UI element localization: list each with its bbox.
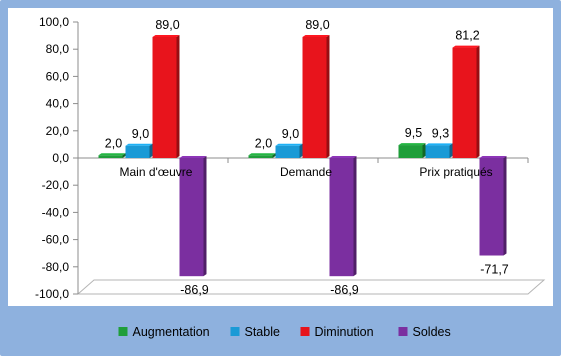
data-label-stable: 9,3: [432, 126, 449, 140]
bar-stable: [125, 145, 150, 158]
bar-soldes: [179, 158, 204, 277]
bar-diminution: [452, 47, 477, 158]
category-label: Demande: [280, 165, 332, 179]
bar-side-stable: [299, 143, 303, 158]
bar-augmentation: [398, 145, 423, 158]
y-tick-label: -100,0: [35, 287, 69, 301]
bar-top-soldes: [479, 156, 507, 158]
y-tick-label: 100,0: [39, 15, 69, 29]
bar-diminution: [302, 36, 327, 158]
data-label-soldes: -86,9: [180, 283, 209, 297]
bar-augmentation: [98, 155, 123, 158]
category-label: Main d'œuvre: [120, 165, 193, 179]
bar-side-augmentation: [122, 153, 126, 158]
data-label-soldes: -71,7: [480, 263, 509, 277]
bar-side-soldes: [353, 156, 357, 277]
bar-soldes: [479, 158, 504, 256]
bar-side-soldes: [503, 156, 507, 256]
y-tick-label: -40,0: [42, 205, 70, 219]
bar-top-augmentation: [248, 153, 276, 156]
data-label-augmentation: 9,5: [405, 126, 422, 140]
legend-label-diminution: Diminution: [315, 325, 374, 339]
bar-soldes: [329, 158, 354, 277]
data-label-diminution: 81,2: [455, 29, 479, 43]
legend-swatch-soldes: [398, 327, 408, 336]
y-tick-label: 40,0: [46, 97, 70, 111]
bar-top-stable: [125, 143, 153, 146]
bar-top-augmentation: [98, 153, 126, 156]
bar-side-stable: [449, 143, 453, 158]
bar-top-diminution: [302, 34, 330, 37]
y-tick-label: -60,0: [42, 233, 70, 247]
category-label: Prix pratiqués: [419, 165, 492, 179]
bar-top-diminution: [152, 34, 180, 37]
bar-diminution: [152, 36, 177, 158]
legend-swatch-augmentation: [118, 327, 128, 336]
bar-stable: [425, 145, 450, 158]
bar-top-augmentation: [398, 143, 426, 146]
data-label-augmentation: 2,0: [255, 136, 272, 150]
y-tick-label: 0,0: [52, 151, 69, 165]
bar-top-soldes: [179, 156, 207, 158]
data-label-soldes: -86,9: [330, 283, 359, 297]
legend-swatch-stable: [230, 327, 240, 336]
data-label-augmentation: 2,0: [105, 136, 122, 150]
bar-top-stable: [275, 143, 303, 146]
data-label-stable: 9,0: [132, 127, 149, 141]
data-label-diminution: 89,0: [305, 18, 329, 32]
legend-swatch-diminution: [300, 327, 310, 336]
bar-side-diminution: [476, 45, 480, 158]
bar-side-soldes: [203, 156, 207, 277]
legend-label-augmentation: Augmentation: [133, 325, 210, 339]
bar-side-diminution: [176, 34, 180, 158]
bar-top-soldes: [329, 156, 357, 158]
bar-augmentation: [248, 155, 273, 158]
bar-side-stable: [149, 143, 153, 158]
data-label-stable: 9,0: [282, 127, 299, 141]
y-tick-label: 80,0: [46, 42, 70, 56]
y-tick-label: 20,0: [46, 124, 70, 138]
y-tick-label: 60,0: [46, 69, 70, 83]
bar-side-augmentation: [422, 143, 426, 158]
bar-top-stable: [425, 143, 453, 146]
bar-top-diminution: [452, 45, 480, 48]
bar-side-augmentation: [272, 153, 276, 158]
y-tick-label: -20,0: [42, 178, 70, 192]
legend-label-soldes: Soldes: [413, 325, 451, 339]
bar-stable: [275, 145, 300, 158]
y-tick-label: -80,0: [42, 260, 70, 274]
legend-label-stable: Stable: [245, 325, 280, 339]
data-label-diminution: 89,0: [155, 18, 179, 32]
chart-floor: [76, 279, 546, 295]
bar-side-diminution: [326, 34, 330, 158]
